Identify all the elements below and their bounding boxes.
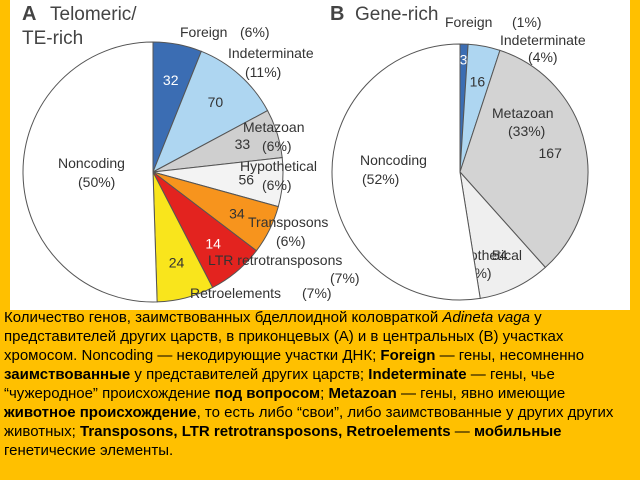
slice-label: Transposons bbox=[248, 214, 328, 230]
slice-value-label: (4%) bbox=[528, 49, 558, 65]
slice-label: Metazoan bbox=[243, 119, 304, 135]
slice-label: Metazoan bbox=[492, 105, 553, 121]
caption-text: Adineta vaga bbox=[442, 309, 530, 326]
slice-value-label: (33%) bbox=[508, 123, 545, 139]
caption-text: под вопросом bbox=[214, 385, 321, 402]
caption: Количество генов, заимствованных бделлои… bbox=[4, 308, 636, 460]
slice-value-label: (11%) bbox=[245, 64, 281, 80]
caption-text: мобильные bbox=[473, 423, 562, 440]
slice-count: 56 bbox=[239, 171, 255, 187]
slice-value-label: (6%) bbox=[262, 138, 292, 154]
caption-text: генетические элементы. bbox=[4, 442, 174, 459]
slice-label: Hypothetical bbox=[240, 158, 317, 174]
caption-text: заимствованные bbox=[4, 366, 131, 383]
slice-value-label: (1%) bbox=[512, 14, 542, 30]
caption-text: ; bbox=[320, 385, 329, 402]
caption-text: Transposons, LTR retrotransposons, Retro… bbox=[80, 423, 451, 440]
pie-slice bbox=[22, 41, 158, 303]
slice-value-label: (6%) bbox=[240, 24, 270, 40]
slice-label: Indeterminate bbox=[500, 32, 586, 48]
pie-slice bbox=[152, 50, 269, 174]
pie-slice bbox=[459, 49, 589, 269]
pie-slice bbox=[331, 43, 481, 301]
slice-value-label: (7%) bbox=[330, 270, 360, 286]
caption-text: у представителей других царств, в прикон… bbox=[4, 309, 564, 364]
slice-count: 54 bbox=[492, 247, 508, 263]
slice-label: Retroelements bbox=[190, 285, 281, 301]
slice-value-label: (50%) bbox=[78, 174, 115, 190]
caption-text: — bbox=[450, 423, 474, 440]
slice-label: Indeterminate bbox=[228, 45, 314, 61]
slice-count: 167 bbox=[539, 145, 563, 161]
chart-title: TE-rich bbox=[22, 28, 83, 49]
slice-value-label: (6%) bbox=[262, 177, 292, 193]
caption-text: , то есть либо “свои”, либо заимствованн… bbox=[4, 404, 614, 440]
panel-letter: A bbox=[22, 3, 36, 25]
slice-count: 32 bbox=[163, 72, 179, 88]
slice-count: 16 bbox=[470, 74, 486, 90]
slice-label: Foreign bbox=[445, 14, 492, 30]
panel-letter: B bbox=[330, 3, 344, 25]
chart-title: Gene-rich bbox=[355, 4, 438, 25]
slice-value-label: (52%) bbox=[362, 171, 399, 187]
caption-text: — гены, явно имеющие bbox=[396, 385, 566, 402]
caption-text: — гены, чье “чужеродное” происхождение bbox=[4, 366, 555, 402]
caption-text: Количество генов, заимствованных бделлои… bbox=[4, 309, 443, 326]
caption-text: у представителей других царств; bbox=[130, 366, 369, 383]
caption-text: — гены, несомненно bbox=[435, 347, 585, 364]
slice-label: Noncoding bbox=[58, 155, 125, 171]
caption-text: животное происхождение bbox=[4, 404, 197, 421]
slice-value-label: (6%) bbox=[276, 233, 306, 249]
slice-count: 3 bbox=[460, 51, 468, 67]
caption-text: Metazoan bbox=[328, 385, 397, 402]
slice-count: 70 bbox=[208, 94, 224, 110]
slice-label: LTR retrotransposons bbox=[208, 252, 342, 268]
slice-count: 24 bbox=[169, 255, 185, 271]
slice-label: Noncoding bbox=[360, 152, 427, 168]
chart-title: Telomeric/ bbox=[50, 4, 137, 25]
slice-value-label: (7%) bbox=[302, 285, 332, 301]
caption-text: Indeterminate bbox=[368, 366, 467, 383]
caption-text: Foreign bbox=[380, 347, 436, 364]
slice-label: Foreign bbox=[180, 24, 227, 40]
chart: A Telomeric/TE-rich 32 Foreign (6%) 70 Indeter… bbox=[10, 0, 630, 310]
slice-count: 34 bbox=[229, 206, 245, 222]
slice-count: 14 bbox=[205, 236, 221, 252]
slice-count: 33 bbox=[235, 136, 251, 152]
